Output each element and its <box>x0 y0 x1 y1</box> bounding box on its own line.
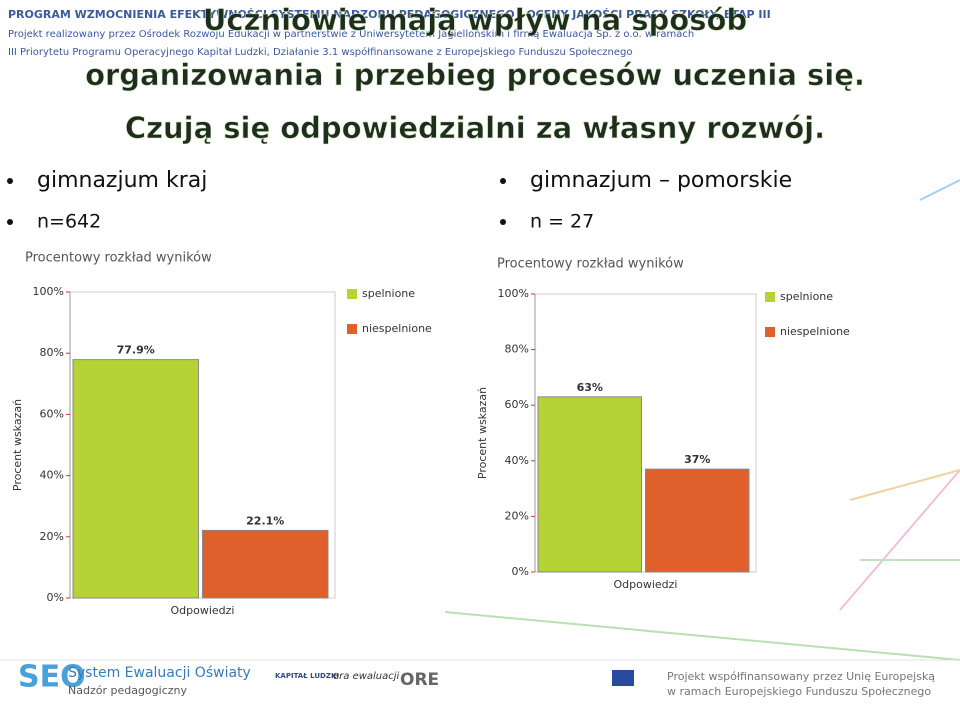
decoration <box>0 179 960 661</box>
y-tick-label: 0% <box>512 565 529 578</box>
x-axis-label: Odpowiedzi <box>171 604 235 617</box>
y-tick-label: 100% <box>33 285 64 298</box>
y-tick-label: 60% <box>40 407 64 420</box>
slide-title: Uczniowie mają wpływ na sposób <box>203 3 747 37</box>
bar <box>645 468 750 573</box>
logo-era: era ewaluacji <box>333 671 400 682</box>
y-tick-label: 40% <box>40 469 64 482</box>
eu-note: Projekt współfinansowany przez Unię Euro… <box>667 670 935 683</box>
bullet <box>500 219 506 225</box>
legend-label: spelnione <box>780 290 833 303</box>
chart-title: Procentowy rozkład wyników <box>25 251 212 266</box>
bullet <box>7 178 13 184</box>
legend-label: spelnione <box>362 287 415 300</box>
y-tick-label: 80% <box>40 346 64 359</box>
y-tick-label: 20% <box>40 530 64 543</box>
y-axis-label: Procent wskazań <box>11 399 24 491</box>
slide-title: Czują się odpowiedzialni za własny rozwó… <box>125 111 825 145</box>
bar <box>72 359 199 599</box>
header-program: PROGRAM WZMOCNIENIA EFEKTYWNOŚCI SYSTEMU… <box>8 8 771 21</box>
y-tick-label: 60% <box>505 398 529 411</box>
chart-title: Procentowy rozkład wyników <box>497 257 684 272</box>
bullet <box>7 219 13 225</box>
bullet <box>500 178 506 184</box>
logo-ore: ORE <box>400 670 439 690</box>
y-tick-label: 0% <box>47 591 64 604</box>
data-label: 37% <box>684 453 710 466</box>
header-project: Projekt realizowany przez Ośrodek Rozwoj… <box>8 28 694 40</box>
legend-swatch <box>765 292 775 302</box>
header-priority: III Priorytetu Programu Operacyjnego Kap… <box>8 46 633 58</box>
eu-flag <box>612 670 634 686</box>
data-label: 63% <box>577 381 603 394</box>
bar <box>537 396 642 573</box>
bullet-text: n = 27 <box>530 211 594 233</box>
bar <box>202 529 329 599</box>
data-label: 77.9% <box>117 344 155 357</box>
y-tick-label: 20% <box>505 509 529 522</box>
y-axis-label: Procent wskazań <box>476 387 489 479</box>
legend-swatch <box>347 324 357 334</box>
seo-subtitle: Nadzór pedagogiczny <box>68 684 187 697</box>
slide-title: organizowania i przebieg procesów uczeni… <box>85 58 865 92</box>
y-tick-label: 80% <box>505 343 529 356</box>
legend-label: niespelnione <box>362 322 432 335</box>
bullet-text: gimnazjum – pomorskie <box>530 168 792 193</box>
footer: SEO System Ewaluacji Oświaty Nadzór peda… <box>18 660 935 699</box>
x-axis-label: Odpowiedzi <box>614 578 678 591</box>
legend-label: niespelnione <box>780 325 850 338</box>
bullet-text: n=642 <box>37 211 101 233</box>
y-tick-label: 100% <box>498 287 529 300</box>
data-label: 22.1% <box>246 514 284 527</box>
seo-logo: SEO <box>18 660 86 695</box>
eu-note: w ramach Europejskiego Funduszu Społeczn… <box>667 685 931 698</box>
legend-swatch <box>765 327 775 337</box>
legend-swatch <box>347 289 357 299</box>
bullet-text: gimnazjum kraj <box>37 168 207 193</box>
seo-title: System Ewaluacji Oświaty <box>68 665 251 681</box>
logo-kl: KAPITAŁ LUDZKI <box>275 672 339 680</box>
y-tick-label: 40% <box>505 454 529 467</box>
